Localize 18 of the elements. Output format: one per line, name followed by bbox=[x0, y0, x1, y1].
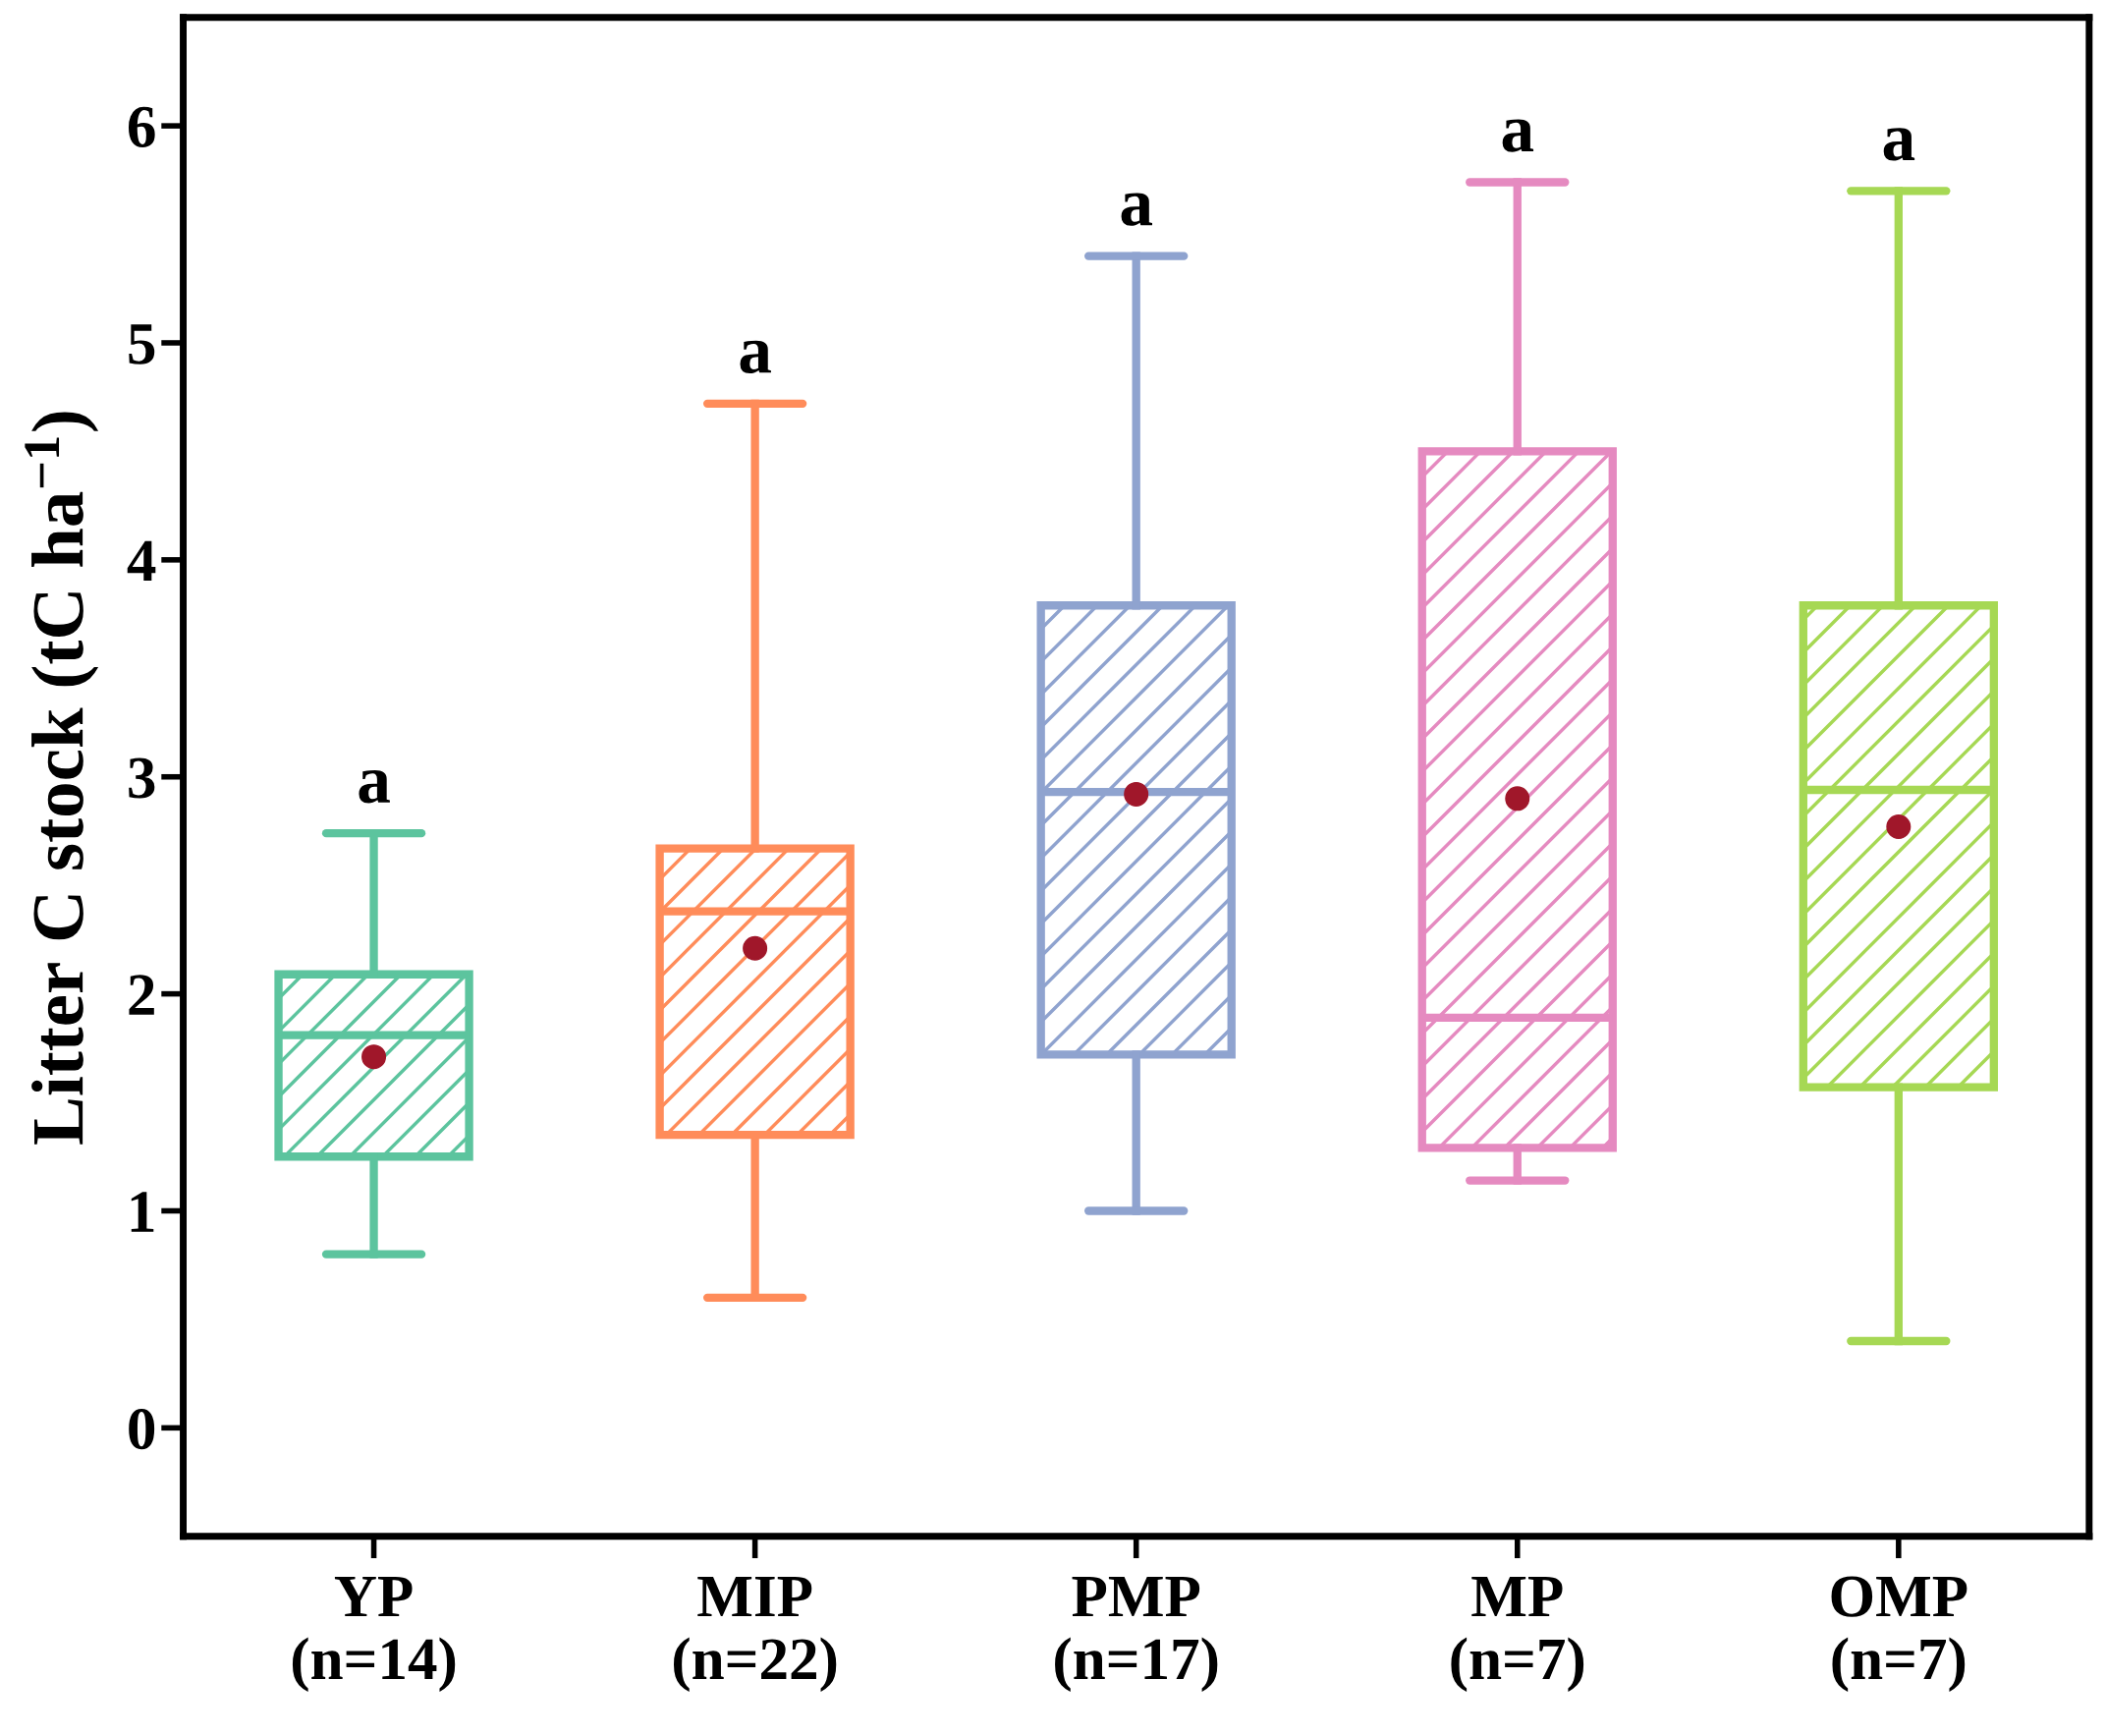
annotation: a bbox=[1502, 119, 1534, 152]
y-axis-title: Litter C stock (tC ha$^{−1}$) bbox=[25, 412, 99, 1145]
annotation: a bbox=[1883, 128, 1915, 161]
y-tick-label: 2 bbox=[129, 975, 154, 1015]
y-tick-label: 5 bbox=[129, 324, 155, 364]
annotation: a bbox=[359, 770, 390, 804]
x-tick-label: PMP (n=17) bbox=[1055, 1577, 1218, 1693]
y-tick-label: 1 bbox=[131, 1192, 154, 1232]
y-tick-label: 4 bbox=[127, 540, 156, 582]
y-tick-label: 3 bbox=[129, 757, 155, 799]
annotation: a bbox=[740, 340, 771, 374]
y-tick-label: 0 bbox=[129, 1408, 155, 1450]
x-tick-label: MP (n=7) bbox=[1451, 1577, 1584, 1693]
x-tick-label: YP (n=14) bbox=[292, 1577, 456, 1693]
x-tick-label: MIP (n=22) bbox=[674, 1577, 837, 1693]
x-tick-label: OMP (n=7) bbox=[1831, 1576, 1967, 1693]
annotation: a bbox=[1121, 193, 1152, 226]
y-tick-label: 6 bbox=[128, 106, 155, 147]
